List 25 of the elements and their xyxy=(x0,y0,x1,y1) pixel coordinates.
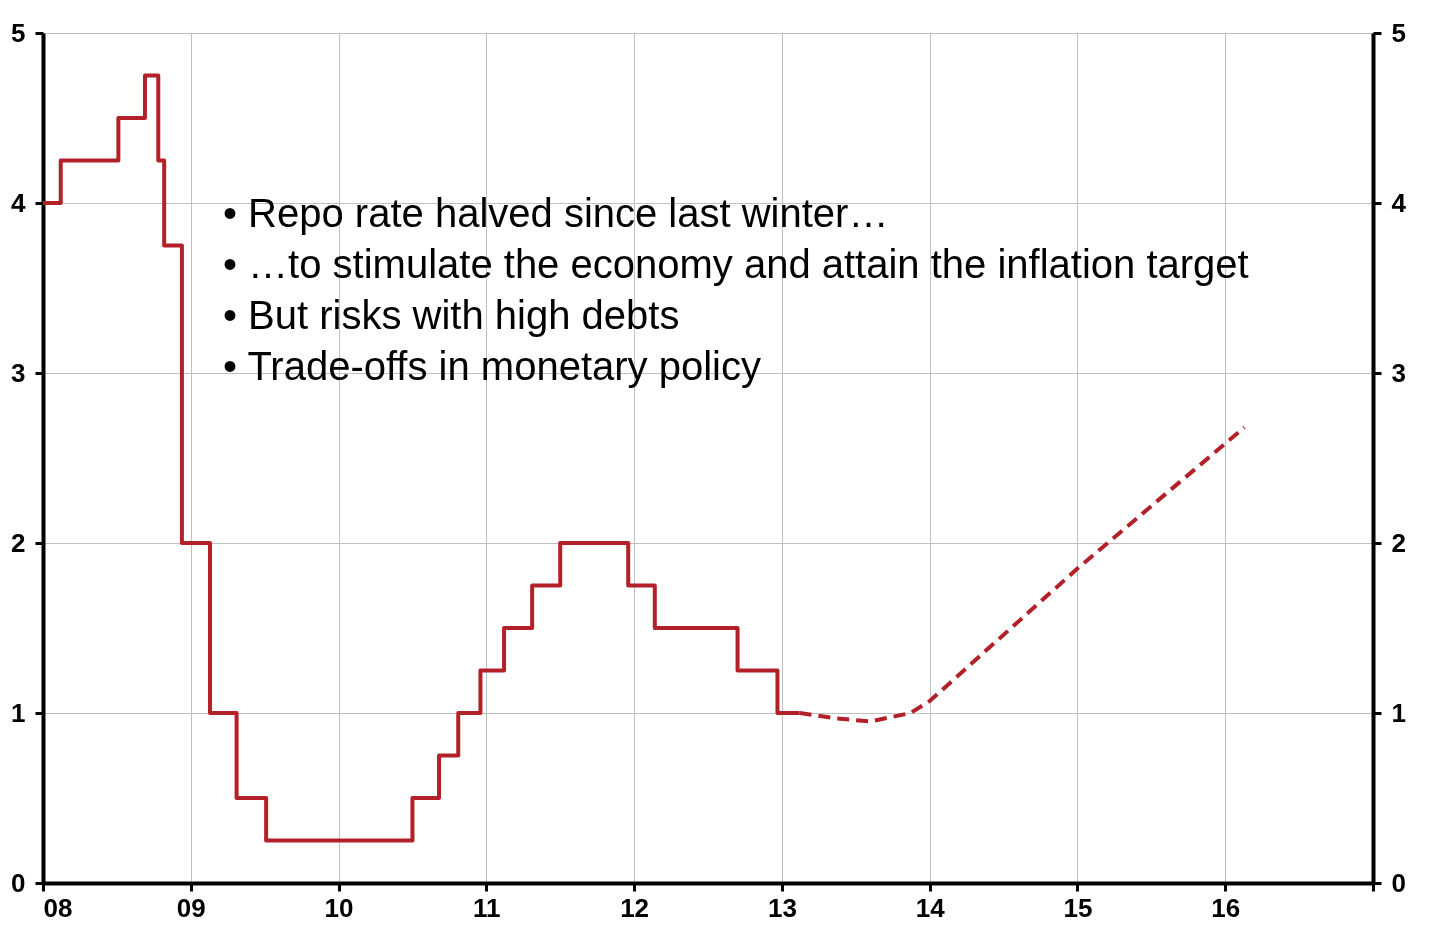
y-tick-label: 0 xyxy=(11,867,26,898)
annotation: • Trade-offs in monetary policy xyxy=(223,344,761,388)
annotation: • Repo rate halved since last winter… xyxy=(223,191,889,235)
y2-tick-label: 0 xyxy=(1391,867,1406,898)
x-tick-label: 08 xyxy=(43,892,73,923)
annotation: • But risks with high debts xyxy=(223,293,680,337)
x-tick-label: 09 xyxy=(176,892,206,923)
x-tick-label: 16 xyxy=(1211,892,1241,923)
x-tick-label: 12 xyxy=(620,892,650,923)
y2-tick-label: 3 xyxy=(1391,357,1406,388)
y2-tick-label: 4 xyxy=(1391,187,1407,218)
y-tick-label: 5 xyxy=(11,17,26,48)
x-tick-label: 15 xyxy=(1063,892,1093,923)
y2-tick-label: 5 xyxy=(1391,17,1406,48)
y2-tick-label: 1 xyxy=(1391,697,1406,728)
x-tick-label: 13 xyxy=(767,892,797,923)
y-tick-label: 3 xyxy=(11,357,26,388)
y-tick-label: 4 xyxy=(11,187,27,218)
x-tick-label: 11 xyxy=(473,892,501,923)
x-tick-label: 10 xyxy=(324,892,354,923)
y-tick-label: 1 xyxy=(11,697,26,728)
annotation: • …to stimulate the economy and attain the inflation target xyxy=(223,242,1249,286)
y2-tick-label: 2 xyxy=(1391,527,1406,558)
y-tick-label: 2 xyxy=(11,527,26,558)
x-tick-label: 14 xyxy=(915,892,946,923)
